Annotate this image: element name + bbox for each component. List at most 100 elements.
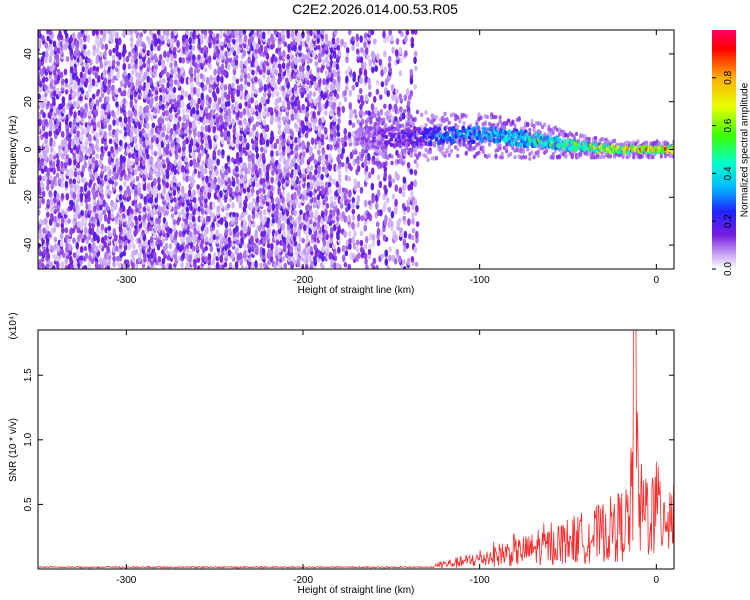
heat-cell <box>356 180 361 189</box>
heat-cell <box>187 189 192 198</box>
heat-cell <box>426 157 430 162</box>
heat-cell <box>366 136 370 141</box>
heat-cell <box>65 242 69 250</box>
heat-cell <box>227 184 231 191</box>
heat-cell <box>87 261 92 269</box>
heat-cell <box>301 64 305 73</box>
heat-cell <box>403 94 408 102</box>
heat-cell <box>324 230 328 236</box>
heat-cell <box>215 86 220 95</box>
heat-cell <box>228 227 232 235</box>
heat-cell <box>94 159 99 167</box>
heat-cell <box>68 178 73 185</box>
heat-cell <box>306 30 310 35</box>
heat-cell <box>38 111 42 120</box>
heat-cell <box>286 30 290 37</box>
heat-cell <box>158 78 163 87</box>
heat-cell <box>234 100 239 108</box>
heat-cell <box>180 185 185 194</box>
heat-cell <box>161 59 166 66</box>
heat-cell <box>162 173 167 182</box>
heat-cell <box>123 130 128 137</box>
heat-cell <box>69 168 74 176</box>
heat-cell <box>250 96 254 104</box>
heat-cell <box>287 119 291 125</box>
heat-cell <box>393 94 398 102</box>
heat-cell <box>407 218 411 227</box>
heat-cell <box>354 150 358 155</box>
heat-cell <box>219 190 223 198</box>
heat-cell <box>38 74 41 82</box>
heat-cell <box>316 149 321 156</box>
heat-cell <box>169 112 173 121</box>
heat-cell <box>255 121 259 128</box>
heat-cell <box>308 190 313 198</box>
heat-cell <box>347 131 352 139</box>
heat-cell <box>351 236 355 245</box>
heat-cell <box>193 258 197 265</box>
heat-cell <box>162 124 166 132</box>
heat-cell <box>320 133 325 140</box>
heat-cell <box>397 217 402 224</box>
heat-cell <box>211 212 216 219</box>
heat-cell <box>108 189 112 197</box>
heat-cell <box>176 108 181 116</box>
heat-cell <box>383 37 387 44</box>
heat-cell <box>251 84 255 92</box>
heat-cell <box>177 255 181 263</box>
heat-cell <box>177 181 181 188</box>
heat-cell <box>305 237 310 244</box>
heat-cell <box>64 257 69 265</box>
heat-cell <box>160 140 165 149</box>
heat-cell <box>394 88 399 95</box>
heat-cell <box>384 214 388 223</box>
heat-cell <box>173 196 177 203</box>
heat-cell <box>67 218 71 224</box>
heat-cell <box>193 233 198 241</box>
heat-cell <box>42 248 47 256</box>
heat-cell <box>138 105 143 113</box>
heat-cell <box>265 139 270 148</box>
heat-cell <box>43 165 48 173</box>
heat-cell <box>325 202 330 209</box>
heat-cell <box>150 127 154 135</box>
heat-cell <box>375 264 379 269</box>
heat-cell <box>363 158 368 168</box>
heat-cell <box>215 112 219 119</box>
heat-cell <box>326 239 330 248</box>
heat-cell <box>317 143 322 149</box>
heat-cell <box>391 193 396 200</box>
heat-cell <box>270 143 274 150</box>
heat-cell <box>246 186 251 193</box>
heat-cell <box>275 138 280 145</box>
heat-cell <box>301 71 305 80</box>
heat-cell <box>263 194 267 201</box>
heat-cell <box>120 120 124 128</box>
heat-cell <box>45 262 50 269</box>
heat-cell <box>220 131 224 138</box>
heat-cell <box>333 30 338 36</box>
heat-cell <box>401 123 405 128</box>
heat-cell <box>59 34 64 41</box>
heat-cell <box>364 32 368 39</box>
heat-cell <box>353 178 358 185</box>
heat-cell <box>129 30 134 35</box>
heat-cell <box>332 78 337 86</box>
heat-cell <box>40 181 44 189</box>
heat-cell <box>197 38 202 46</box>
heat-cell <box>287 43 291 51</box>
heat-cell <box>200 215 204 223</box>
heat-cell <box>80 30 85 35</box>
heat-cell <box>312 221 317 228</box>
heat-cell <box>355 239 360 246</box>
heat-cell <box>304 257 309 265</box>
heat-cell <box>216 205 221 213</box>
heat-cell <box>122 89 127 97</box>
heat-cell <box>81 66 86 73</box>
heat-cell <box>281 190 286 197</box>
heat-cell <box>173 159 178 166</box>
heat-cell <box>133 168 138 175</box>
heat-cell <box>329 195 334 203</box>
heat-cell <box>235 165 239 173</box>
heat-cell <box>212 252 217 260</box>
